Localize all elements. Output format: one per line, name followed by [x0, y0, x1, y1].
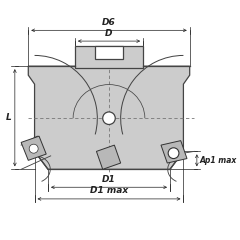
- Polygon shape: [95, 47, 123, 59]
- Polygon shape: [75, 47, 143, 68]
- Text: Ap1 max: Ap1 max: [199, 156, 237, 165]
- Circle shape: [103, 112, 115, 125]
- Polygon shape: [161, 141, 187, 163]
- Polygon shape: [96, 145, 121, 169]
- Circle shape: [168, 148, 179, 159]
- Text: D6: D6: [102, 18, 116, 27]
- Text: D1: D1: [102, 175, 116, 184]
- Text: D: D: [105, 29, 113, 37]
- Polygon shape: [28, 66, 190, 169]
- Circle shape: [29, 144, 38, 153]
- Polygon shape: [21, 136, 46, 160]
- Text: L: L: [6, 113, 11, 122]
- Text: D1 max: D1 max: [90, 186, 128, 195]
